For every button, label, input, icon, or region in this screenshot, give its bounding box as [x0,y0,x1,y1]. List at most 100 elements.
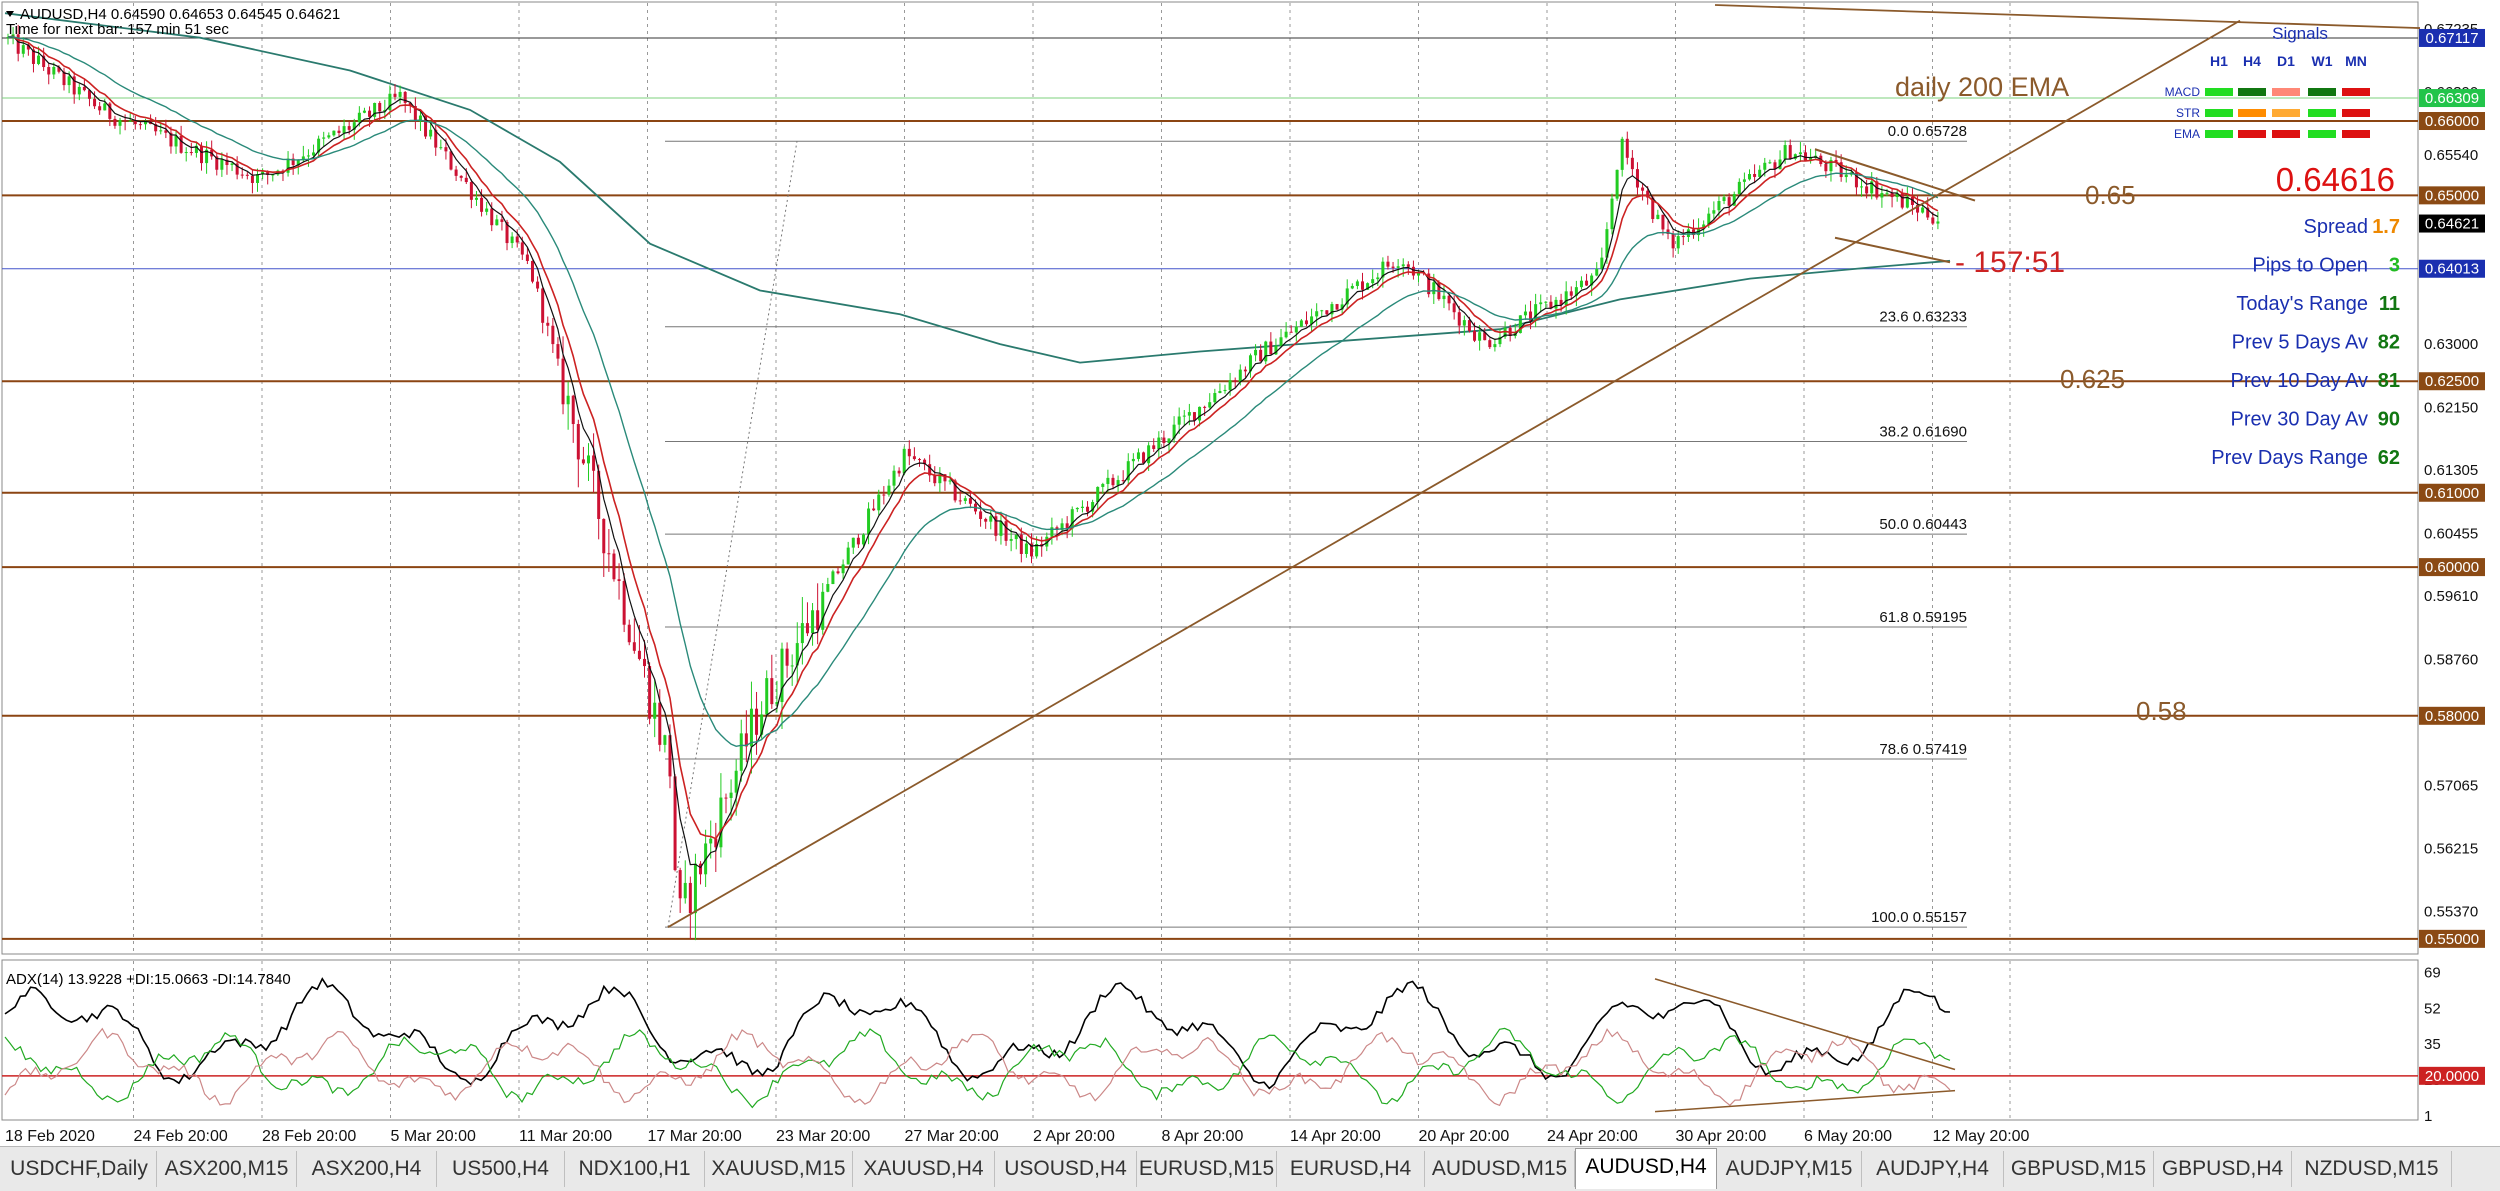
candle-body [1467,320,1471,331]
adx-level-tag [2419,1066,2485,1085]
symbol-tab[interactable]: AUDUSD,M15 [1425,1151,1575,1187]
candle-body [765,678,769,715]
candle-body [1396,266,1400,268]
candle-body [627,624,631,643]
candle-body [1452,303,1456,313]
candle-body [678,870,682,899]
candle-body [693,863,697,914]
plus-di-line [4,1027,1951,1109]
candle-body [418,115,422,122]
candle-body [587,455,590,464]
horizontal-levels [2,37,2418,940]
signal-indicator [2205,130,2233,138]
price-tick-label: 0.65540 [2424,147,2478,164]
candle-body [785,648,789,666]
time-axis: 18 Feb 2020 24 Feb 20:00 28 Feb 20:00 5 Mar… [5,1128,2030,1145]
candle-body [1661,214,1665,230]
candle-body [388,93,392,110]
bar-timer-line: Time for next bar: 157 min 51 sec [6,21,229,38]
candle-body [1401,264,1405,267]
candle-body [1325,310,1329,315]
candle-body [1921,207,1925,213]
candle-body [21,45,25,54]
candle-body [286,158,290,173]
symbol-tab[interactable]: EURUSD,M15 [1137,1151,1277,1187]
candle-body [179,135,183,153]
candle-body [1900,193,1904,208]
time-label: 24 Apr 20:00 [1547,1128,1638,1145]
symbol-tab[interactable]: AUDJPY,M15 [1717,1151,1862,1187]
channel-upper-line[interactable] [1814,148,1976,202]
candle-body [739,733,743,771]
symbol-tab[interactable]: NZDUSD,M15 [2292,1151,2452,1187]
info-row-value: 11 [2379,293,2400,315]
candle-body [337,130,341,133]
price-tag-label: 0.55000 [2425,931,2479,948]
candle-body [1070,509,1074,529]
symbol-tab[interactable]: ASX200,M15 [157,1151,297,1187]
candle-body [368,110,372,117]
falling-trendline[interactable] [1714,4,2421,29]
candle-body [474,197,478,200]
trendlines[interactable] [667,4,2421,928]
candle-body [1264,341,1268,362]
signal-indicator [2308,88,2336,96]
symbol-tab[interactable]: XAUUSD,H4 [853,1151,995,1187]
symbol-tab[interactable]: XAUUSD,M15 [705,1151,853,1187]
symbol-tab[interactable]: ASX200,H4 [297,1151,437,1187]
symbol-tab[interactable]: AUDJPY,H4 [1862,1151,2004,1187]
signal-timeframe: H4 [2243,53,2261,69]
adx-lower-trendline[interactable] [1654,1089,1956,1113]
signal-indicator [2342,109,2370,117]
price-tag [2419,28,2485,47]
candle-body [434,129,438,148]
candle-body [301,156,305,161]
candle-body [393,93,397,97]
candle-body [1248,355,1252,372]
collapse-triangle-icon[interactable] [6,11,14,17]
fibonacci-retracement[interactable]: 0.0 0.65728 23.6 0.63233 38.2 0.61690 50.0 … [665,123,1967,928]
candle-body [719,797,723,848]
ema-200-curve [4,12,1951,364]
candle-body [1804,152,1808,161]
fib-level-label: 23.6 0.63233 [1879,309,1967,326]
candle-body [1758,169,1762,177]
candle-body [47,67,51,75]
candle-body [495,219,499,226]
candle-body [1768,162,1772,164]
candle-body [1075,507,1079,510]
candle-body [1666,229,1670,234]
channel-lower-line[interactable] [1834,236,1951,264]
symbol-tab[interactable]: USDCHF,Daily [2,1151,157,1187]
time-label: 5 Mar 20:00 [391,1128,476,1145]
signal-indicator [2308,130,2336,138]
candle-body [1870,181,1874,194]
candle-body [1157,437,1161,449]
rising-trendline[interactable] [667,19,2241,928]
symbol-tab[interactable]: GBPUSD,M15 [2004,1151,2154,1187]
candle-body [1651,197,1655,220]
symbol-tab[interactable]: USOUSD,H4 [995,1151,1137,1187]
price-tick-label: 0.57065 [2424,777,2478,794]
candle-body [118,120,122,126]
candle-body [1483,332,1487,341]
candle-body [933,475,937,484]
trading-chart[interactable]: 0.0 0.65728 23.6 0.63233 38.2 0.61690 50.0 … [0,0,2500,1146]
candle-body [1004,521,1008,541]
symbol-tab[interactable]: NDX100,H1 [565,1151,705,1187]
price-tick-label: 0.56215 [2424,841,2478,858]
price-tick-label: 0.61305 [2424,462,2478,479]
candle-body [1187,412,1191,416]
candle-body [1391,266,1395,268]
time-label: 12 May 20:00 [1933,1128,2030,1145]
candle-body [607,553,611,555]
candle-body [205,149,209,164]
adx-upper-trendline[interactable] [1654,978,1956,1071]
symbol-tab[interactable]: AUDUSD,H4 [1575,1148,1717,1189]
candle-body [805,623,809,634]
candle-body [1335,304,1339,310]
symbol-tab[interactable]: US500,H4 [437,1151,565,1187]
symbol-tab[interactable]: EURUSD,H4 [1277,1151,1425,1187]
candle-body [867,508,871,535]
symbol-tab[interactable]: GBPUSD,H4 [2154,1151,2292,1187]
